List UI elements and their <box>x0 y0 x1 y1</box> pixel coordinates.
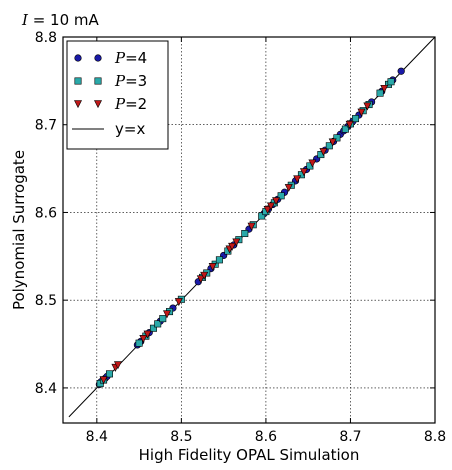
data-point-p2 <box>328 138 337 147</box>
plot-frame <box>62 36 436 424</box>
data-point-p2 <box>345 120 354 129</box>
data-point-p3 <box>149 324 157 332</box>
y-tick-label: 8.5 <box>35 293 57 309</box>
axis-ticks: 8.4 8.5 8.6 8.7 8.8 8.4 8.5 8.6 8.7 8.8 <box>35 30 446 445</box>
legend-label-p2-symbol: P <box>114 95 126 113</box>
data-point-p2 <box>208 263 217 272</box>
data-point-p3 <box>154 320 162 328</box>
data-point-p2 <box>99 376 108 385</box>
x-tick-label: 8.7 <box>339 429 361 445</box>
y-tick-label: 8.7 <box>35 118 57 134</box>
legend-label-p3: P=3 <box>114 72 147 90</box>
data-point-p3 <box>352 115 360 123</box>
data-point-p2 <box>139 334 148 343</box>
data-point-p2 <box>200 271 209 280</box>
legend-box <box>66 40 169 150</box>
data-point-p2 <box>196 275 205 284</box>
legend-entry-yx: y=x <box>72 120 145 138</box>
data-point-p3 <box>159 315 167 323</box>
legend-entry-p3: P=3 <box>74 72 147 90</box>
chart-title-value: = 10 <box>28 11 69 29</box>
data-point-p2 <box>247 222 256 231</box>
y-tick-label: 8.4 <box>35 381 57 397</box>
legend-label-p4-value: =4 <box>125 49 147 67</box>
data-point-p2 <box>363 102 372 111</box>
data-point-p2 <box>319 148 328 157</box>
data-point-p3 <box>241 230 249 238</box>
legend-label-p4: P=4 <box>114 49 147 67</box>
legend-label-p4-symbol: P <box>114 49 126 67</box>
data-point-p2 <box>174 298 183 307</box>
data-point-p3 <box>376 89 384 97</box>
legend-marker-p3-right <box>94 77 102 85</box>
legend-marker-p4-right <box>94 54 102 62</box>
legend-label-p2-value: =2 <box>125 95 147 113</box>
legend-marker-p4-left <box>74 54 82 62</box>
x-tick-label: 8.8 <box>424 429 446 445</box>
legend-marker-p3-left <box>74 77 82 85</box>
legend-label-yx: y=x <box>115 120 145 138</box>
data-point-p3 <box>135 339 143 347</box>
data-point-p2 <box>272 197 281 206</box>
legend-label-p2: P=2 <box>114 95 147 113</box>
chart-title-unit: mA <box>69 11 99 29</box>
x-tick-label: 8.5 <box>170 429 192 445</box>
x-axis-label: High Fidelity OPAL Simulation <box>139 446 360 464</box>
data-point-p4 <box>397 67 405 75</box>
series-triangle-down <box>99 84 389 385</box>
data-points <box>95 67 405 389</box>
data-point-p2 <box>299 168 308 177</box>
legend-label-p3-value: =3 <box>125 72 147 90</box>
data-point-p3 <box>258 212 266 220</box>
y-axis-label: Polynomial Surrogate <box>10 150 28 310</box>
data-point-p2 <box>284 184 293 193</box>
data-point-p2 <box>266 202 275 211</box>
data-point-p2 <box>263 206 272 214</box>
data-point-p3 <box>277 192 285 200</box>
x-tick-label: 8.6 <box>255 429 277 445</box>
data-point-p2 <box>143 330 152 339</box>
legend-entry-p4: P=4 <box>74 49 147 67</box>
data-point-p2 <box>232 238 241 247</box>
data-point-p3 <box>215 256 223 264</box>
chart-title: I = 10 mA <box>21 11 100 29</box>
chart-title-symbol: I <box>21 11 29 29</box>
y-tick-label: 8.8 <box>35 30 57 46</box>
data-point-p2 <box>163 310 171 319</box>
data-point-p2 <box>228 242 237 251</box>
data-point-p3 <box>341 125 349 133</box>
data-point-p3 <box>106 370 114 378</box>
data-point-p2 <box>293 175 302 184</box>
data-point-p3 <box>387 78 395 86</box>
legend-marker-p2-right <box>94 100 102 109</box>
data-point-p3 <box>333 134 341 142</box>
x-tick-label: 8.4 <box>86 429 108 445</box>
legend-marker-p2-left <box>74 100 82 109</box>
data-point-p2 <box>113 361 122 370</box>
data-point-p2 <box>357 108 366 117</box>
legend-label-p3-symbol: P <box>114 72 126 90</box>
y-tick-label: 8.6 <box>35 205 57 221</box>
legend: P=4 P=3 P=2 y=x <box>66 40 169 150</box>
data-point-p2 <box>308 159 317 168</box>
legend-entry-p2: P=2 <box>74 95 147 113</box>
data-point-p2 <box>380 84 389 93</box>
